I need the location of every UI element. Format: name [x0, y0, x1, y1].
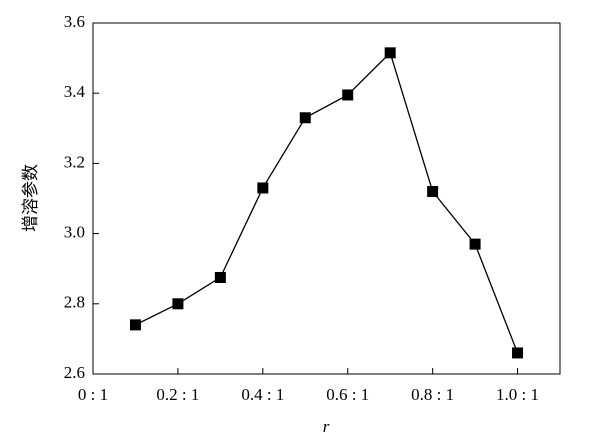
y-tick-label: 2.6 — [64, 363, 85, 382]
x-tick-label: 1.0 : 1 — [496, 385, 539, 404]
marker — [469, 238, 481, 250]
marker — [299, 112, 311, 124]
marker — [512, 347, 524, 359]
marker — [214, 271, 226, 283]
plot-frame — [92, 22, 561, 375]
y-tick-label: 3.0 — [64, 223, 85, 242]
x-tick-label: 0.8 : 1 — [411, 385, 454, 404]
y-tick-label: 3.4 — [64, 82, 86, 101]
x-tick-label: 0.2 : 1 — [156, 385, 199, 404]
marker — [427, 185, 439, 197]
marker — [384, 47, 396, 59]
y-tick-label: 3.6 — [64, 12, 85, 31]
x-tick-label: 0.4 : 1 — [241, 385, 284, 404]
marker — [172, 298, 184, 310]
y-tick-label: 2.8 — [64, 293, 85, 312]
y-axis-label: 增溶参数 — [21, 164, 40, 232]
x-axis-label: r — [323, 417, 330, 436]
marker — [257, 182, 269, 194]
marker — [342, 89, 354, 101]
series-line — [135, 51, 519, 354]
marker — [129, 319, 141, 331]
x-tick-label: 0 : 1 — [78, 385, 108, 404]
y-tick-label: 3.2 — [64, 152, 85, 171]
x-tick-label: 0.6 : 1 — [326, 385, 369, 404]
